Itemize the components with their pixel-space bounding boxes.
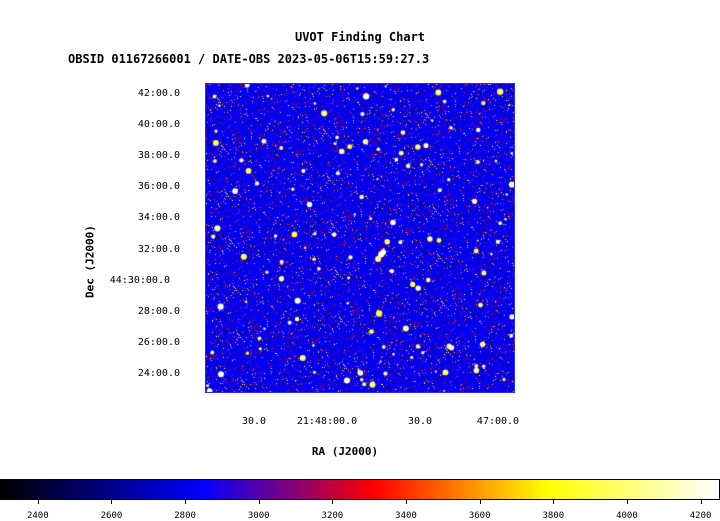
- y-tick-label: 28:00.0: [137, 305, 180, 317]
- colorbar-tick-label: 4200: [689, 511, 712, 521]
- colorbar-tick-mark: [700, 500, 702, 504]
- colorbar-tick-mark: [258, 500, 260, 504]
- colorbar-tick-label: 2400: [26, 511, 49, 521]
- colorbar-tick-mark: [553, 500, 555, 504]
- x-axis-label: RA (J2000): [311, 445, 379, 458]
- colorbar-tick-label: 3800: [542, 511, 565, 521]
- colorbar-tick-mark: [37, 500, 39, 504]
- colorbar-tick-label: 2800: [174, 511, 196, 521]
- x-tick-label: 47:00.0: [476, 416, 520, 427]
- x-tick-label: 30.0: [241, 416, 267, 427]
- y-tick-label: 42:00.0: [137, 88, 180, 99]
- colorbar-tick-label: 3400: [395, 511, 417, 521]
- y-tick-label: 34:00.0: [137, 212, 180, 224]
- y-tick-label: 38:00.0: [137, 150, 180, 162]
- y-axis-label: Dec (J2000): [83, 225, 97, 298]
- finding-chart-image[interactable]: [205, 83, 515, 393]
- sky-image-canvas: [206, 84, 514, 392]
- y-tick-label: 24:00.0: [137, 367, 180, 379]
- colorbar: [0, 479, 720, 500]
- colorbar-tick-mark: [111, 500, 113, 504]
- colorbar-tick-mark: [406, 500, 408, 504]
- colorbar-tick-mark: [332, 500, 334, 504]
- colorbar-tick-mark: [626, 500, 628, 504]
- x-tick-label: 21:48:00.0: [296, 416, 358, 427]
- y-tick-label: 36:00.0: [137, 181, 180, 193]
- colorbar-tick-mark: [479, 500, 481, 504]
- colorbar-tick-label: 3000: [247, 511, 270, 521]
- colorbar-tick-label: 3200: [321, 511, 344, 521]
- chart-title: UVOT Finding Chart: [294, 30, 426, 44]
- colorbar-tick-label: 4000: [616, 511, 638, 521]
- y-tick-label: 44:30:00.0: [109, 274, 170, 286]
- colorbar-tick-mark: [185, 500, 187, 504]
- x-tick-label: 30.0: [407, 416, 433, 427]
- y-tick-label: 32:00.0: [137, 243, 180, 255]
- colorbar-tick-label: 3600: [468, 511, 491, 521]
- chart-subtitle: OBSID 01167266001 / DATE-OBS 2023-05-06T…: [68, 52, 430, 66]
- colorbar-tick-label: 2600: [100, 511, 123, 521]
- y-tick-label: 26:00.0: [137, 336, 180, 348]
- y-tick-label: 40:00.0: [137, 119, 180, 131]
